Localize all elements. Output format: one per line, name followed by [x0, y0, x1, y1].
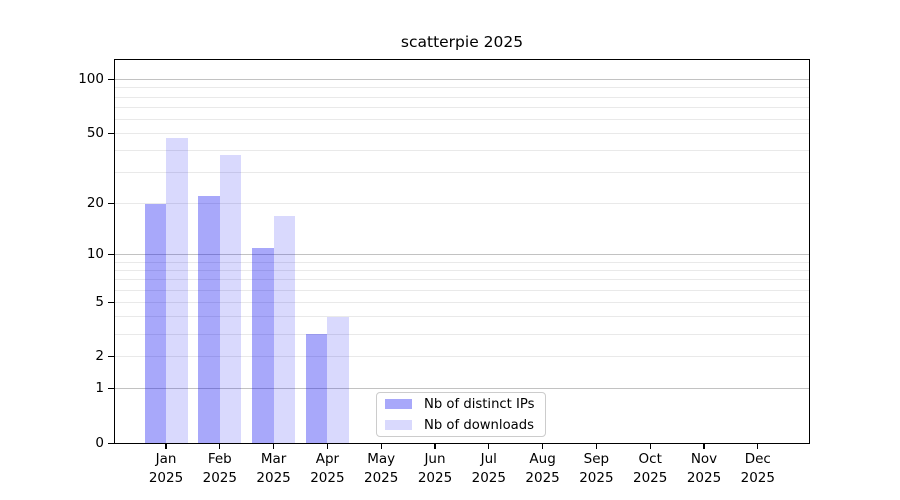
y-tick-label: 10	[86, 245, 104, 262]
bar-feb-downloads	[219, 154, 242, 444]
x-tick-label-dec: Dec 2025	[740, 451, 775, 486]
top-spine	[114, 59, 810, 60]
x-tick-label-oct: Oct 2025	[633, 451, 668, 486]
y-axis-line	[114, 59, 115, 444]
right-spine	[809, 59, 810, 444]
minor-gridline	[114, 133, 810, 135]
minor-gridline	[114, 279, 810, 281]
major-gridline	[114, 79, 810, 81]
major-gridline	[114, 388, 810, 390]
legend-entry-downloads: Nb of downloads	[385, 416, 537, 435]
y-tick-mark	[108, 132, 114, 135]
y-tick-label: 2	[95, 348, 104, 365]
y-tick-label: 50	[86, 125, 104, 142]
minor-gridline	[114, 118, 810, 120]
bar-mar-distinct-ips	[252, 247, 274, 444]
plot-area: 100 50 20 10 5 2 1 0 Jan 2025 Feb 2025 Mar 2025 Ap…	[78, 59, 810, 486]
x-tick-mark	[326, 444, 328, 449]
y-tick-label: 1	[95, 380, 104, 397]
legend-label-downloads: Nb of downloads	[424, 417, 534, 433]
y-tick-label: 0	[95, 435, 104, 451]
x-tick-mark	[595, 444, 597, 449]
y-tick-mark	[108, 356, 114, 358]
x-tick-label-nov: Nov 2025	[686, 451, 722, 486]
y-tick-mark	[108, 301, 114, 303]
y-tick-label: 20	[86, 195, 104, 212]
x-tick-label-jun: Jun 2025	[417, 451, 453, 486]
legend-swatch-downloads	[385, 420, 412, 430]
minor-gridline	[114, 261, 810, 263]
x-tick-mark	[434, 444, 436, 449]
y-tick-mark	[108, 442, 114, 445]
x-tick-mark	[488, 444, 490, 449]
x-tick-mark	[380, 444, 382, 449]
x-tick-label-mar: Mar 2025	[256, 451, 291, 486]
x-tick-mark	[757, 444, 759, 449]
bar-apr-distinct-ips	[305, 334, 328, 444]
x-tick-label-sep: Sep 2025	[579, 451, 614, 486]
bar-jan-distinct-ips	[144, 203, 166, 444]
minor-gridline	[114, 172, 810, 174]
x-axis-line	[114, 443, 810, 444]
minor-gridline	[114, 203, 810, 205]
bar-apr-downloads	[327, 316, 349, 444]
bar-jan-downloads	[166, 138, 188, 444]
minor-gridline	[114, 96, 810, 98]
minor-gridline	[114, 301, 810, 303]
y-tick-label: 100	[78, 71, 104, 88]
legend-swatch-distinct-ips	[385, 399, 412, 409]
minor-gridline	[114, 269, 810, 271]
chart-title: scatterpie 2025	[400, 33, 524, 51]
legend-label-distinct-ips: Nb of distinct IPs	[424, 396, 535, 412]
minor-gridline	[114, 150, 810, 152]
minor-gridline	[114, 356, 810, 358]
x-tick-label-jul: Jul 2025	[471, 451, 506, 486]
legend: Nb of distinct IPs Nb of downloads	[376, 392, 546, 437]
major-gridline	[114, 253, 810, 255]
bar-mar-downloads	[273, 215, 296, 444]
x-tick-mark	[542, 444, 544, 449]
x-tick-mark	[703, 444, 705, 449]
minor-gridline	[114, 333, 810, 335]
legend-entry-distinct-ips: Nb of distinct IPs	[385, 395, 537, 414]
x-tick-label-jan: Jan 2025	[148, 451, 184, 486]
y-tick-mark	[108, 253, 114, 256]
x-tick-mark	[649, 444, 651, 449]
x-tick-label-apr: Apr 2025	[310, 451, 345, 486]
y-tick-mark	[108, 202, 114, 205]
x-tick-mark	[273, 444, 275, 449]
y-tick-mark	[108, 79, 114, 81]
minor-gridline	[114, 289, 810, 291]
x-tick-label-aug: Aug 2025	[525, 451, 560, 486]
x-tick-mark	[219, 444, 221, 449]
minor-gridline	[114, 316, 810, 318]
x-tick-label-feb: Feb 2025	[202, 451, 237, 486]
x-tick-mark	[165, 444, 167, 449]
y-tick-mark	[108, 388, 114, 390]
bar-feb-distinct-ips	[198, 196, 220, 444]
y-tick-label: 5	[95, 293, 104, 310]
x-tick-label-may: May 2025	[364, 451, 399, 486]
minor-gridline	[114, 106, 810, 108]
minor-gridline	[114, 87, 810, 89]
